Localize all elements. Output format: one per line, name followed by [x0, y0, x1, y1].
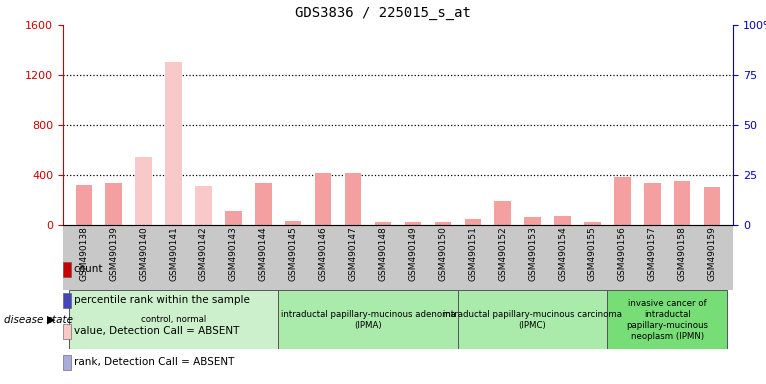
Text: rank, Detection Call = ABSENT: rank, Detection Call = ABSENT [74, 358, 234, 367]
Bar [555, 216, 571, 225]
Bar [434, 222, 451, 225]
Bar [106, 184, 122, 225]
Bar [584, 222, 601, 225]
Bar [674, 181, 690, 225]
Text: GDS3836 / 225015_s_at: GDS3836 / 225015_s_at [295, 6, 471, 20]
Text: disease state: disease state [4, 314, 73, 325]
Bar [644, 184, 660, 225]
Bar [375, 222, 391, 225]
Bar [63, 355, 71, 370]
Bar [63, 293, 71, 308]
Bar [464, 219, 481, 225]
Text: percentile rank within the sample: percentile rank within the sample [74, 295, 250, 305]
Bar [225, 211, 241, 225]
Bar [76, 185, 92, 225]
Text: invasive cancer of
intraductal
papillary-mucinous
neoplasm (IPMN): invasive cancer of intraductal papillary… [627, 298, 709, 341]
Bar [458, 290, 607, 349]
Bar [345, 174, 362, 225]
Text: value, Detection Call = ABSENT: value, Detection Call = ABSENT [74, 326, 239, 336]
Bar [607, 290, 727, 349]
Bar [704, 187, 720, 225]
Bar [404, 222, 421, 225]
Bar [136, 157, 152, 225]
Bar [63, 324, 71, 339]
Bar [525, 217, 541, 225]
Bar [69, 290, 278, 349]
Bar [494, 201, 511, 225]
Bar [63, 262, 71, 276]
Text: intraductal papillary-mucinous adenoma
(IPMA): intraductal papillary-mucinous adenoma (… [280, 310, 456, 330]
Bar [315, 174, 332, 225]
Bar [255, 184, 271, 225]
Bar [165, 63, 182, 225]
Text: ▶: ▶ [47, 314, 55, 325]
Bar [195, 186, 211, 225]
Text: intraductal papillary-mucinous carcinoma
(IPMC): intraductal papillary-mucinous carcinoma… [443, 310, 622, 330]
Bar [614, 177, 630, 225]
Bar [285, 221, 302, 225]
Text: count: count [74, 264, 103, 274]
Bar [278, 290, 458, 349]
Text: control, normal: control, normal [141, 315, 206, 324]
